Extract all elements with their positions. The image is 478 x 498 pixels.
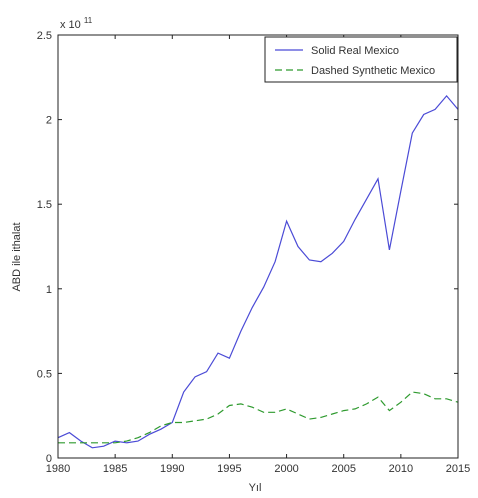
x-tick-label: 1995: [217, 463, 241, 475]
x-tick-label: 1980: [46, 463, 70, 475]
y-axis-label: ABD ile ithalat: [11, 222, 23, 291]
y-tick-label: 2.5: [37, 30, 52, 42]
legend-label-2: Dashed Synthetic Mexico: [311, 65, 435, 77]
y-tick-label: 0: [46, 453, 52, 465]
x-tick-label: 2015: [446, 463, 470, 475]
x-axis-label: Yıl: [249, 482, 262, 494]
legend-label-1: Solid Real Mexico: [311, 45, 399, 57]
y-tick-label: 2: [46, 115, 52, 127]
y-axis-exponent: x 10 11: [60, 16, 93, 31]
legend: Solid Real Mexico Dashed Synthetic Mexico: [264, 36, 458, 83]
y-axis-exponent-base: x 10: [60, 19, 81, 31]
y-axis-exponent-power: 11: [84, 16, 93, 25]
y-tick-label: 0.5: [37, 368, 52, 380]
series-line-2: [58, 391, 459, 444]
x-tick-label: 2010: [389, 463, 413, 475]
y-tick-label: 1: [46, 284, 52, 296]
plot-area: [57, 94, 459, 449]
x-tick-label: 2005: [331, 463, 355, 475]
y-tick-label: 1.5: [37, 199, 52, 211]
x-tick-label: 1985: [103, 463, 127, 475]
x-tick-label: 1990: [160, 463, 184, 475]
series-line-1: [57, 94, 459, 449]
axes-box: [57, 34, 459, 459]
legend-box: [264, 36, 458, 83]
x-tick-label: 2000: [274, 463, 298, 475]
